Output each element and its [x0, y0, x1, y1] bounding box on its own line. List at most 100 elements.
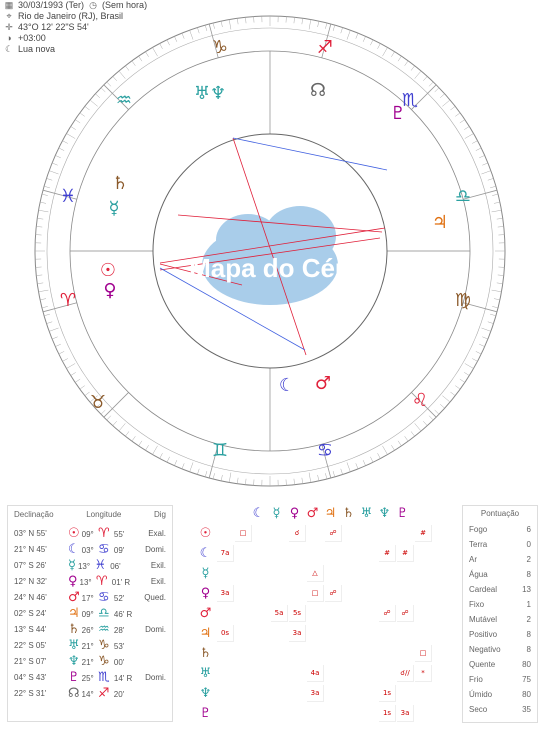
sign-divider	[321, 23, 332, 58]
declination-header: Declinação Longitude Dig	[14, 510, 166, 519]
aspects-grid: ☾ ☿ ♀ ♂ ♃ ♄ ♅ ♆ ♇ ☉ ☾ ☿ ♀ ♂ ♃ ♄ ♅ ♆ ♇ □ ☌ ☍ #7a # # △ 3a □ ☍ 5a 5s ☍ ☍ 0s…	[197, 505, 435, 725]
score-label: Positivo	[469, 630, 498, 639]
aspect-line	[159, 263, 243, 286]
planet-glyph: ☾	[68, 541, 80, 557]
aspect-cell: 3a	[289, 625, 306, 642]
degree-tick	[472, 140, 478, 144]
aspect-row-glyph: ☿	[201, 566, 210, 581]
aspect-cell: 3a	[217, 585, 234, 602]
dignity-value: Domi.	[145, 544, 166, 554]
dignity-value: Domi.	[145, 672, 166, 682]
degree-tick	[38, 289, 49, 293]
aspect-cell: ☌	[289, 525, 306, 542]
longitude-degree: 09°	[81, 609, 94, 619]
degree-tick	[382, 47, 388, 57]
score-row: Água 8	[469, 567, 531, 582]
degree-tick	[228, 19, 232, 30]
degree-tick	[382, 445, 388, 455]
degree-tick	[459, 119, 465, 124]
degree-tick	[414, 423, 422, 432]
degree-tick	[492, 306, 499, 309]
degree-tick	[410, 65, 415, 71]
longitude-value: 14° ♐ 20'	[82, 686, 132, 701]
degree-tick	[332, 25, 336, 31]
moon-icon: ☾	[279, 375, 295, 396]
tick-ring	[46, 27, 494, 475]
aspect-row-glyph: ♇	[199, 706, 212, 721]
venus-icon: ♀	[103, 280, 116, 301]
score-row: Úmido 80	[469, 687, 531, 702]
degree-tick	[346, 462, 351, 472]
planet-glyph: ♄	[68, 621, 80, 637]
degree-tick	[301, 18, 303, 25]
calendar-icon: ▦	[4, 0, 14, 10]
longitude-sign-glyph: ♒	[98, 621, 110, 637]
longitude-minute: 52'	[113, 593, 125, 603]
degree-tick	[434, 87, 440, 93]
degree-tick	[41, 306, 48, 309]
sign-divider	[411, 392, 437, 418]
degree-tick	[66, 363, 76, 369]
degree-tick	[346, 30, 351, 40]
aspect-cell: #	[415, 525, 432, 542]
score-row: Fogo 6	[469, 522, 531, 537]
degree-tick	[370, 456, 374, 463]
score-row: Frio 75	[469, 672, 531, 687]
aspect-cell: #	[397, 545, 414, 562]
degree-tick	[40, 298, 47, 301]
degree-tick	[491, 209, 502, 213]
longitude-value: 21° ♑ 53'	[82, 638, 132, 653]
longitude-sign-glyph: ♏	[98, 669, 110, 685]
degree-tick	[479, 343, 485, 347]
longitude-value: 13° ♈ 01' R	[80, 574, 131, 589]
degree-tick	[66, 133, 76, 139]
degree-tick	[79, 385, 85, 390]
score-row: Negativo 8	[469, 642, 531, 657]
birth-place: Rio de Janeiro (RJ), Brasil	[18, 11, 124, 21]
degree-tick	[228, 472, 232, 483]
degree-tick	[496, 218, 503, 220]
degree-tick	[174, 460, 178, 466]
declination-table: Declinação Longitude Dig 03° N 55' ☉ 09°…	[7, 505, 173, 722]
longitude-sign-glyph: ♓	[94, 557, 106, 573]
degree-tick	[301, 477, 303, 484]
sun-icon: ☉	[100, 260, 116, 281]
degree-tick	[49, 327, 59, 332]
degree-tick	[464, 363, 474, 369]
longitude-sign-glyph: ♐	[97, 685, 110, 701]
degree-tick	[212, 22, 215, 29]
score-value: 13	[522, 585, 531, 594]
aspect-row-glyph: ♃	[199, 626, 212, 641]
degree-tick	[325, 22, 328, 29]
degree-tick	[332, 471, 336, 477]
degree-tick	[106, 81, 112, 87]
longitude-value: 17° ♋ 52'	[82, 590, 132, 605]
degree-tick	[46, 178, 53, 181]
aspect-col-glyph: ♂	[306, 506, 319, 521]
degree-tick	[464, 126, 470, 130]
leo-icon: ♌	[412, 390, 428, 411]
degree-tick	[428, 81, 434, 87]
degree-tick	[220, 21, 223, 28]
aspect-line	[232, 137, 388, 171]
degree-tick	[308, 19, 312, 30]
sign-divider	[411, 84, 437, 110]
declination-row: 03° N 55' ☉ 09° ♈ 55' Exal.	[14, 525, 166, 541]
aspect-col-glyph: ♃	[324, 506, 337, 521]
degree-tick	[428, 415, 434, 421]
score-row: Mutável 2	[469, 612, 531, 627]
score-label: Fixo	[469, 600, 485, 609]
location-pin-icon: ⌖	[6, 11, 12, 21]
longitude-value: 26° ♒ 28'	[82, 622, 132, 637]
degree-tick	[245, 478, 247, 485]
degree-tick	[481, 327, 491, 332]
degree-tick	[493, 298, 500, 301]
aspect-line	[159, 227, 386, 264]
virgo-icon: ♍	[455, 290, 471, 311]
aspect-cell: *	[415, 665, 432, 682]
planet-glyph: ♂	[68, 589, 80, 605]
degree-tick	[455, 112, 461, 117]
coordinates-icon: ✛	[5, 22, 13, 32]
aspect-cell: 3a	[397, 705, 414, 722]
score-value: 8	[526, 630, 531, 639]
